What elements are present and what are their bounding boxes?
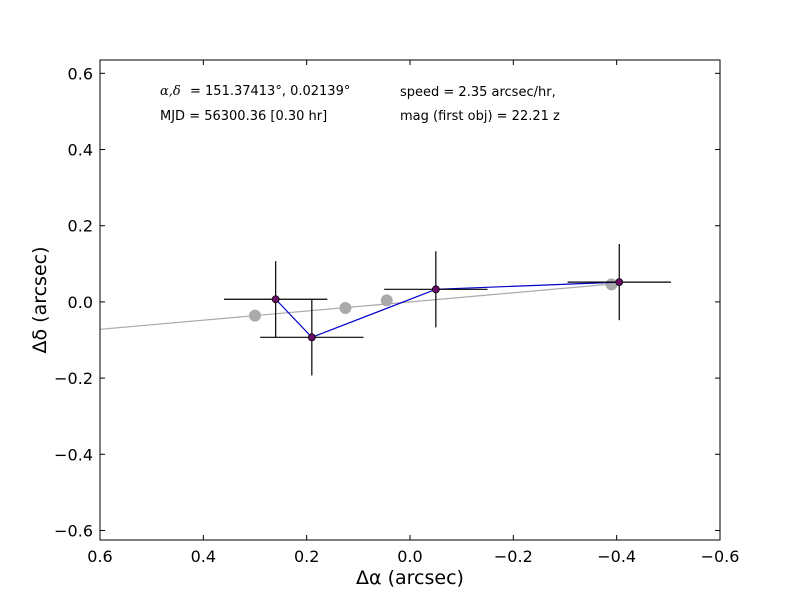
x-tick-label: 0.2 bbox=[294, 547, 319, 566]
plot-area bbox=[100, 244, 671, 376]
annotation-mjd: MJD = 56300.36 [0.30 hr] bbox=[160, 109, 327, 124]
predicted-position-point bbox=[605, 278, 618, 291]
predicted-track-line bbox=[100, 283, 617, 330]
y-tick-label: 0.0 bbox=[68, 293, 93, 312]
detection-point bbox=[615, 278, 624, 286]
x-tick-label: −0.4 bbox=[597, 547, 636, 566]
annotation-mag: mag (first obj) = 22.21 z bbox=[400, 109, 560, 124]
detection-point bbox=[271, 295, 280, 304]
y-tick-label: −0.2 bbox=[54, 369, 93, 388]
detection-point bbox=[307, 333, 316, 342]
detection-path-line bbox=[275, 281, 620, 339]
y-axis-label: Δδ (arcsec) bbox=[29, 246, 51, 353]
y-tick-label: 0.6 bbox=[68, 64, 93, 83]
predicted-position-point bbox=[249, 309, 261, 322]
y-tick-label: 0.4 bbox=[68, 141, 93, 160]
predicted-position-point bbox=[380, 294, 393, 307]
detection-point bbox=[431, 285, 440, 294]
y-tick-label: −0.6 bbox=[54, 521, 93, 540]
annotation-coords-value: = 151.37413°, 0.02139° bbox=[190, 84, 350, 99]
x-tick-label: −0.2 bbox=[494, 547, 533, 566]
predicted-position-point bbox=[339, 302, 352, 314]
x-axis-label: Δα (arcsec) bbox=[356, 567, 464, 589]
annotation-speed: speed = 2.35 arcsec/hr, bbox=[400, 85, 556, 100]
x-tick-label: −0.6 bbox=[701, 547, 740, 566]
y-tick-label: 0.2 bbox=[68, 217, 93, 236]
x-tick-label: 0.4 bbox=[191, 547, 216, 566]
annotation-coords-symbol: α,δ bbox=[160, 84, 181, 99]
ticks: 0.6 0.4 0.2 0.0 −0.2 −0.4 −0.6 0.6 0.4 0.2 0.0 −0.2… bbox=[54, 60, 739, 566]
x-tick-label: 0.0 bbox=[397, 547, 422, 566]
y-tick-label: −0.4 bbox=[54, 445, 93, 464]
x-tick-label: 0.6 bbox=[87, 547, 112, 566]
